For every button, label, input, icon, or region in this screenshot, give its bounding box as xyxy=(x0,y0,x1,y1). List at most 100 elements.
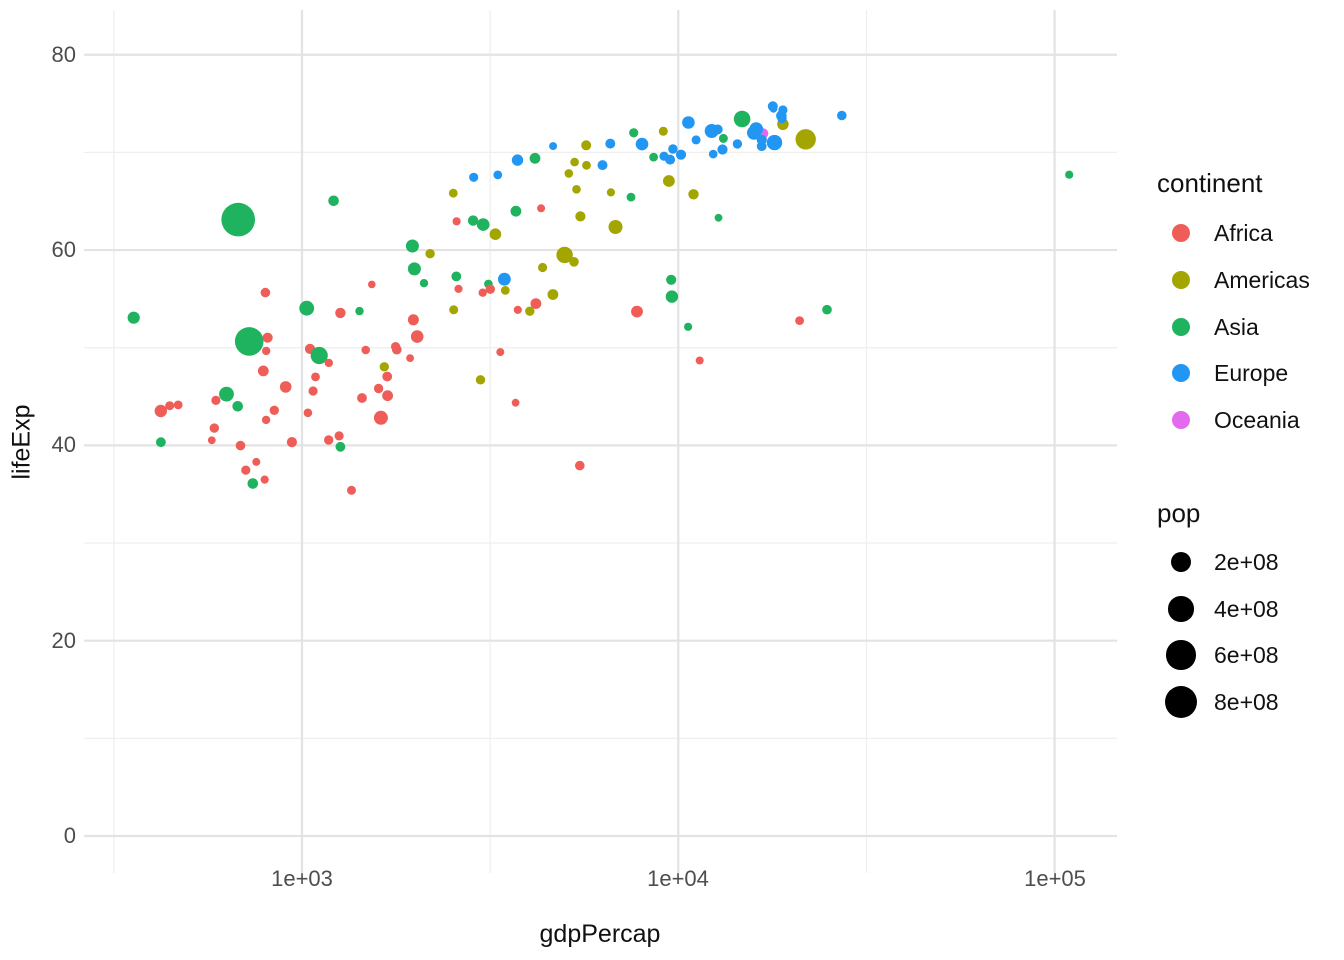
size-key-2e08 xyxy=(1156,552,1206,572)
data-point xyxy=(451,271,462,282)
africa-swatch-key xyxy=(1156,224,1206,242)
data-point xyxy=(766,134,783,151)
data-point xyxy=(382,371,393,382)
data-point xyxy=(247,478,259,489)
data-point xyxy=(262,332,273,343)
data-point xyxy=(407,262,421,276)
oceania-dot-icon xyxy=(1172,411,1190,429)
data-point xyxy=(537,204,546,213)
oceania-swatch-key xyxy=(1156,411,1206,429)
data-point xyxy=(299,300,315,316)
y-tick-40: 40 xyxy=(51,432,76,457)
data-point xyxy=(449,305,459,315)
data-point xyxy=(347,485,356,495)
data-point xyxy=(581,140,592,151)
data-point xyxy=(475,375,486,385)
data-point xyxy=(328,195,339,207)
data-point xyxy=(747,125,761,140)
size-key-8e08 xyxy=(1156,685,1206,719)
size-dot-2e08-icon xyxy=(1171,552,1191,572)
data-point xyxy=(530,298,542,309)
europe-dot-icon xyxy=(1172,364,1190,382)
data-point xyxy=(211,395,221,405)
data-point xyxy=(368,280,376,289)
americas-swatch-key xyxy=(1156,271,1206,289)
data-point xyxy=(286,437,297,448)
data-point xyxy=(498,272,511,286)
data-point xyxy=(478,288,487,297)
data-point xyxy=(733,110,751,128)
data-point xyxy=(260,287,271,298)
size-dot-4e08-icon xyxy=(1168,596,1194,622)
data-point xyxy=(410,330,424,343)
data-point xyxy=(127,311,140,324)
legend-item-europe: Europe xyxy=(1156,350,1288,396)
data-point xyxy=(795,129,816,150)
data-point xyxy=(605,138,616,149)
data-point xyxy=(382,390,393,402)
data-point xyxy=(355,306,364,316)
data-point xyxy=(154,404,167,418)
data-point xyxy=(324,435,334,445)
data-point xyxy=(209,423,219,433)
legend-item-oceania: Oceania xyxy=(1156,397,1300,443)
data-point xyxy=(717,144,728,155)
legend-item-africa: Africa xyxy=(1156,210,1273,256)
data-point xyxy=(221,202,255,237)
data-point xyxy=(406,354,414,362)
asia-swatch-key xyxy=(1156,318,1206,336)
data-point xyxy=(511,398,520,407)
data-point xyxy=(310,346,328,365)
data-point xyxy=(334,431,344,441)
data-point xyxy=(165,401,175,411)
data-point xyxy=(219,386,234,402)
data-point xyxy=(232,401,243,412)
data-point xyxy=(252,457,261,466)
data-point xyxy=(452,217,461,226)
data-point xyxy=(718,133,728,143)
data-point xyxy=(419,279,429,288)
data-point xyxy=(663,175,675,187)
data-point xyxy=(1065,170,1074,179)
data-point xyxy=(262,346,271,356)
data-point xyxy=(665,154,676,165)
data-point xyxy=(822,304,832,315)
data-point xyxy=(658,126,668,136)
data-point xyxy=(575,211,586,222)
africa-dot-icon xyxy=(1172,224,1190,242)
data-point xyxy=(682,116,695,129)
data-point xyxy=(335,307,346,319)
data-point xyxy=(379,362,389,372)
data-point xyxy=(425,249,435,259)
data-point xyxy=(684,322,693,331)
data-point xyxy=(279,381,292,393)
data-point xyxy=(582,160,591,170)
size-legend-item-6e08: 6e+08 xyxy=(1156,632,1279,678)
pop-legend-title: pop xyxy=(1157,498,1201,528)
data-point xyxy=(575,460,585,471)
data-point xyxy=(241,465,251,475)
data-point xyxy=(448,188,458,198)
data-point xyxy=(269,405,279,415)
data-point xyxy=(547,289,559,300)
data-point xyxy=(837,110,847,121)
data-point xyxy=(324,358,333,368)
data-point xyxy=(572,185,581,194)
size-legend-item-8e08: 8e+08 xyxy=(1156,679,1279,725)
data-point xyxy=(303,408,313,418)
data-point xyxy=(691,135,701,145)
size-key-6e08 xyxy=(1156,640,1206,670)
size-legend-item-2e08: 2e+08 xyxy=(1156,539,1279,585)
data-point xyxy=(668,144,678,154)
data-point xyxy=(156,437,166,448)
data-point xyxy=(795,316,804,325)
data-point xyxy=(525,306,535,316)
data-point xyxy=(513,305,522,314)
legend-label-oceania: Oceania xyxy=(1214,406,1300,433)
data-point xyxy=(257,365,269,377)
data-point xyxy=(665,290,679,303)
data-point xyxy=(649,152,658,162)
data-point xyxy=(173,400,183,410)
